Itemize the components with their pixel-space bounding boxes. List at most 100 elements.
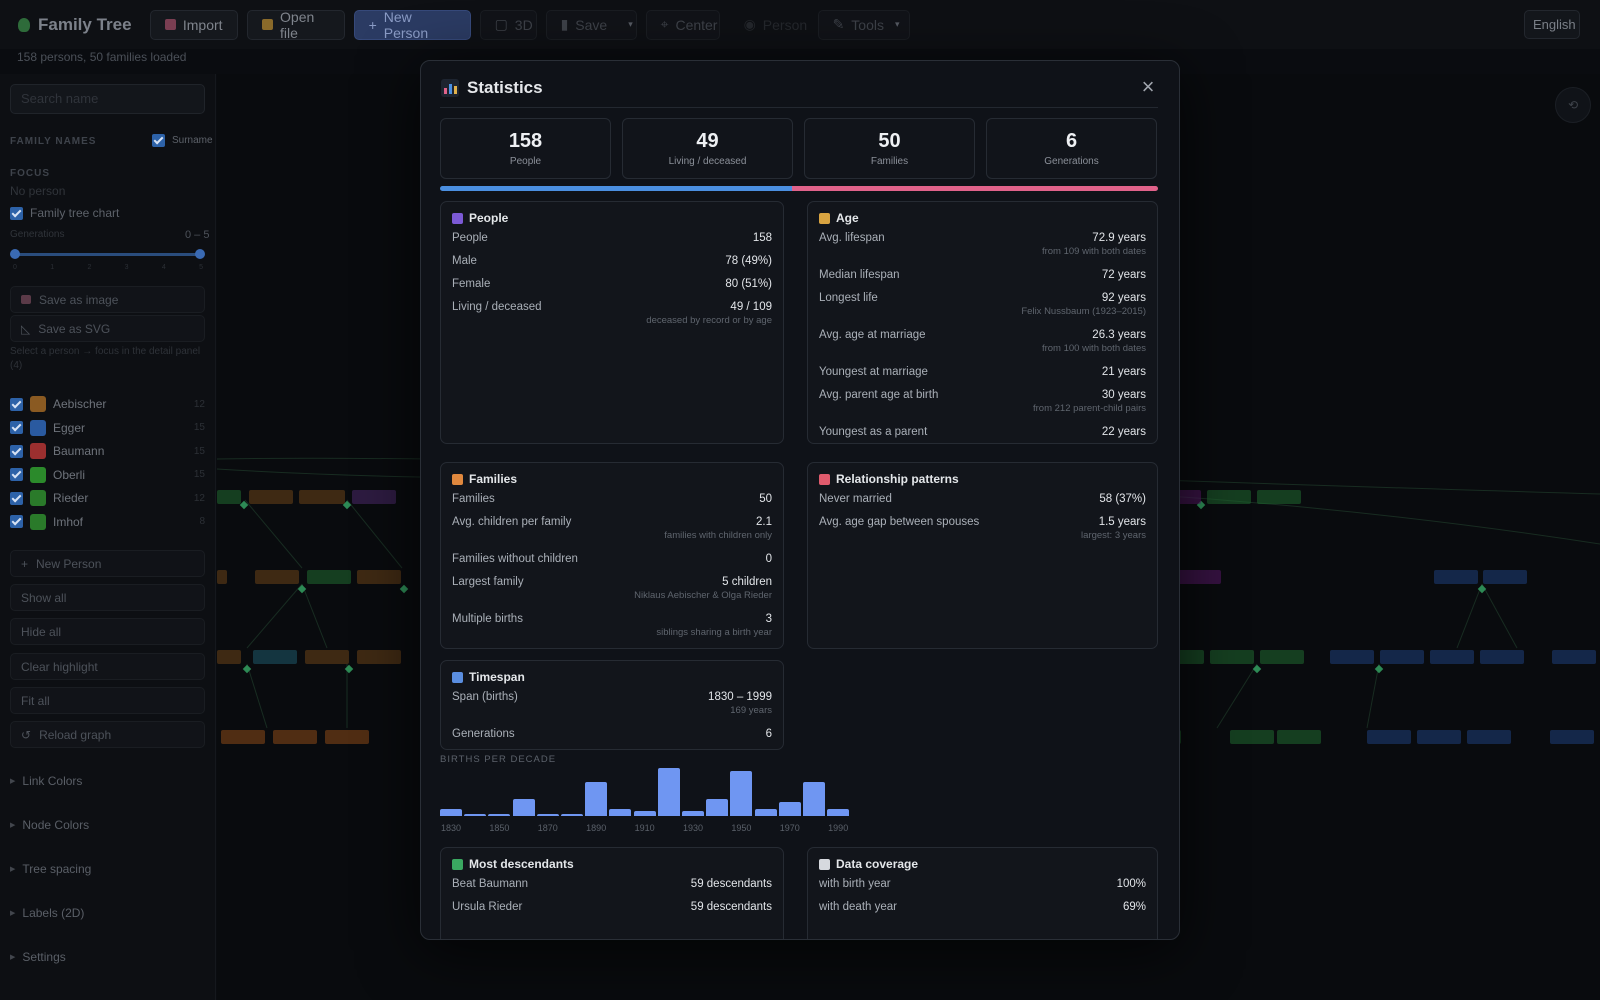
- search-input[interactable]: Search name: [10, 84, 205, 114]
- family-color-swatch[interactable]: [30, 419, 46, 436]
- family-checkbox[interactable]: [10, 491, 23, 505]
- stat-value: 22 years: [1101, 426, 1146, 438]
- stat-label: with death year: [819, 901, 897, 913]
- tree-node[interactable]: [1380, 650, 1424, 664]
- 3d-button[interactable]: ▢ 3D: [479, 9, 537, 40]
- tree-node[interactable]: [305, 650, 349, 664]
- tree-node[interactable]: [1207, 490, 1251, 504]
- tree-node[interactable]: [249, 490, 293, 504]
- triangle-right-icon: ▶: [10, 910, 16, 917]
- tree-node[interactable]: [1430, 650, 1474, 664]
- tree-node[interactable]: [1480, 650, 1524, 664]
- surname-label: Surname: [172, 135, 213, 146]
- tree-node[interactable]: [1550, 730, 1594, 744]
- tree-node[interactable]: [357, 570, 401, 584]
- family-color-swatch[interactable]: [30, 396, 46, 412]
- family-item-baumann[interactable]: Baumann 15: [10, 443, 205, 459]
- family-item-imhof[interactable]: Imhof 8: [10, 513, 205, 530]
- save-button[interactable]: ▮ Save ▾: [545, 9, 637, 40]
- tools-button[interactable]: ✎ Tools ▾: [817, 9, 910, 40]
- family-checkbox[interactable]: [10, 444, 23, 458]
- family-color-swatch[interactable]: [30, 443, 46, 459]
- family-color-swatch[interactable]: [30, 490, 46, 506]
- tree-node[interactable]: [1177, 570, 1221, 584]
- center-button[interactable]: ⌖ Center: [645, 9, 720, 40]
- family-color-swatch[interactable]: [30, 466, 46, 483]
- language-select[interactable]: English: [1524, 10, 1580, 39]
- generations-slider[interactable]: [10, 249, 205, 259]
- close-icon[interactable]: ×: [1141, 74, 1155, 99]
- tree-node[interactable]: [1467, 730, 1511, 744]
- tree-node[interactable]: [1483, 570, 1527, 584]
- tree-node[interactable]: [1367, 730, 1411, 744]
- hide-all-button[interactable]: Hide all: [10, 618, 205, 645]
- tree-node[interactable]: [253, 650, 297, 664]
- new-person-button[interactable]: + New Person: [353, 9, 471, 41]
- tree-node[interactable]: [307, 570, 351, 584]
- card-title-text: Timespan: [469, 670, 525, 684]
- timespan-card: Timespan Span (births) 1830 – 1999 169 year…: [440, 660, 784, 750]
- tree-node[interactable]: [352, 490, 396, 504]
- tree-node[interactable]: [1330, 650, 1374, 664]
- family-item-oberli[interactable]: Oberli 15: [10, 466, 205, 483]
- sidebar-new-person-button[interactable]: + New Person: [10, 550, 205, 577]
- reset-view-button[interactable]: ⟲: [1555, 87, 1591, 123]
- tree-node[interactable]: [1277, 730, 1321, 744]
- family-item-aebischer[interactable]: Aebischer 12: [10, 396, 205, 412]
- slider-max-handle[interactable]: [195, 249, 205, 259]
- open-file-button[interactable]: Open file: [246, 9, 345, 41]
- family-name: Baumann: [53, 444, 105, 458]
- family-tree-chart-checkbox[interactable]: [10, 206, 23, 220]
- node-colors-label: Node Colors: [22, 818, 90, 832]
- family-checkbox[interactable]: [10, 515, 23, 528]
- family-item-egger[interactable]: Egger 15: [10, 419, 205, 436]
- person-button[interactable]: ◉ Person: [729, 10, 809, 40]
- tree-node[interactable]: [1434, 570, 1478, 584]
- stat-row: Youngest at marriage 21 years: [819, 366, 1146, 378]
- tree-node[interactable]: [1210, 650, 1254, 664]
- import-button[interactable]: Import: [149, 9, 238, 40]
- tree-node[interactable]: [1417, 730, 1461, 744]
- tree-node[interactable]: [1260, 650, 1304, 664]
- slider-min-handle[interactable]: [10, 249, 20, 259]
- kpi-label: Living / deceased: [668, 156, 747, 167]
- tree-node[interactable]: [357, 650, 401, 664]
- tree-node[interactable]: [1552, 650, 1596, 664]
- tree-node[interactable]: [299, 490, 345, 504]
- family-color-swatch[interactable]: [30, 513, 46, 530]
- family-name: Aebischer: [53, 397, 107, 411]
- node-colors-section[interactable]: ▶ Node Colors: [10, 818, 89, 832]
- chevron-down-icon[interactable]: ▾: [628, 19, 633, 29]
- kpi-value: 49: [696, 130, 719, 152]
- tree-node[interactable]: [221, 730, 265, 744]
- chart-tick-label: 1950: [731, 823, 752, 833]
- save-image-button[interactable]: Save as image: [10, 286, 205, 313]
- plus-icon: +: [21, 556, 29, 571]
- tree-node[interactable]: [217, 490, 241, 504]
- surname-toggle[interactable]: Surname: [152, 134, 213, 147]
- family-checkbox[interactable]: [10, 468, 23, 481]
- family-tree-chart-toggle[interactable]: Family tree chart: [10, 206, 119, 220]
- tree-node[interactable]: [255, 570, 299, 584]
- clear-highlight-button[interactable]: Clear highlight: [10, 653, 205, 680]
- fit-all-button[interactable]: Fit all: [10, 687, 205, 714]
- surname-checkbox[interactable]: [152, 134, 165, 147]
- tree-node[interactable]: [325, 730, 369, 744]
- labels-2d-section[interactable]: ▶ Labels (2D): [10, 906, 84, 920]
- family-checkbox[interactable]: [10, 421, 23, 434]
- save-svg-button[interactable]: ◺ Save as SVG: [10, 315, 205, 342]
- family-count: 15: [193, 469, 205, 480]
- settings-section[interactable]: ▶ Settings: [10, 950, 66, 964]
- tree-node[interactable]: [273, 730, 317, 744]
- tree-node[interactable]: [217, 570, 227, 584]
- stat-label: Ursula Rieder: [452, 901, 523, 913]
- show-all-button[interactable]: Show all: [10, 584, 205, 611]
- tree-node[interactable]: [1230, 730, 1274, 744]
- family-item-rieder[interactable]: Rieder 12: [10, 490, 205, 506]
- tree-node[interactable]: [1257, 490, 1301, 504]
- reload-graph-button[interactable]: ↺ Reload graph: [10, 721, 205, 748]
- tree-spacing-section[interactable]: ▶ Tree spacing: [10, 862, 91, 876]
- tree-node[interactable]: [217, 650, 241, 664]
- family-checkbox[interactable]: [10, 397, 23, 411]
- link-colors-section[interactable]: ▶ Link Colors: [10, 774, 82, 788]
